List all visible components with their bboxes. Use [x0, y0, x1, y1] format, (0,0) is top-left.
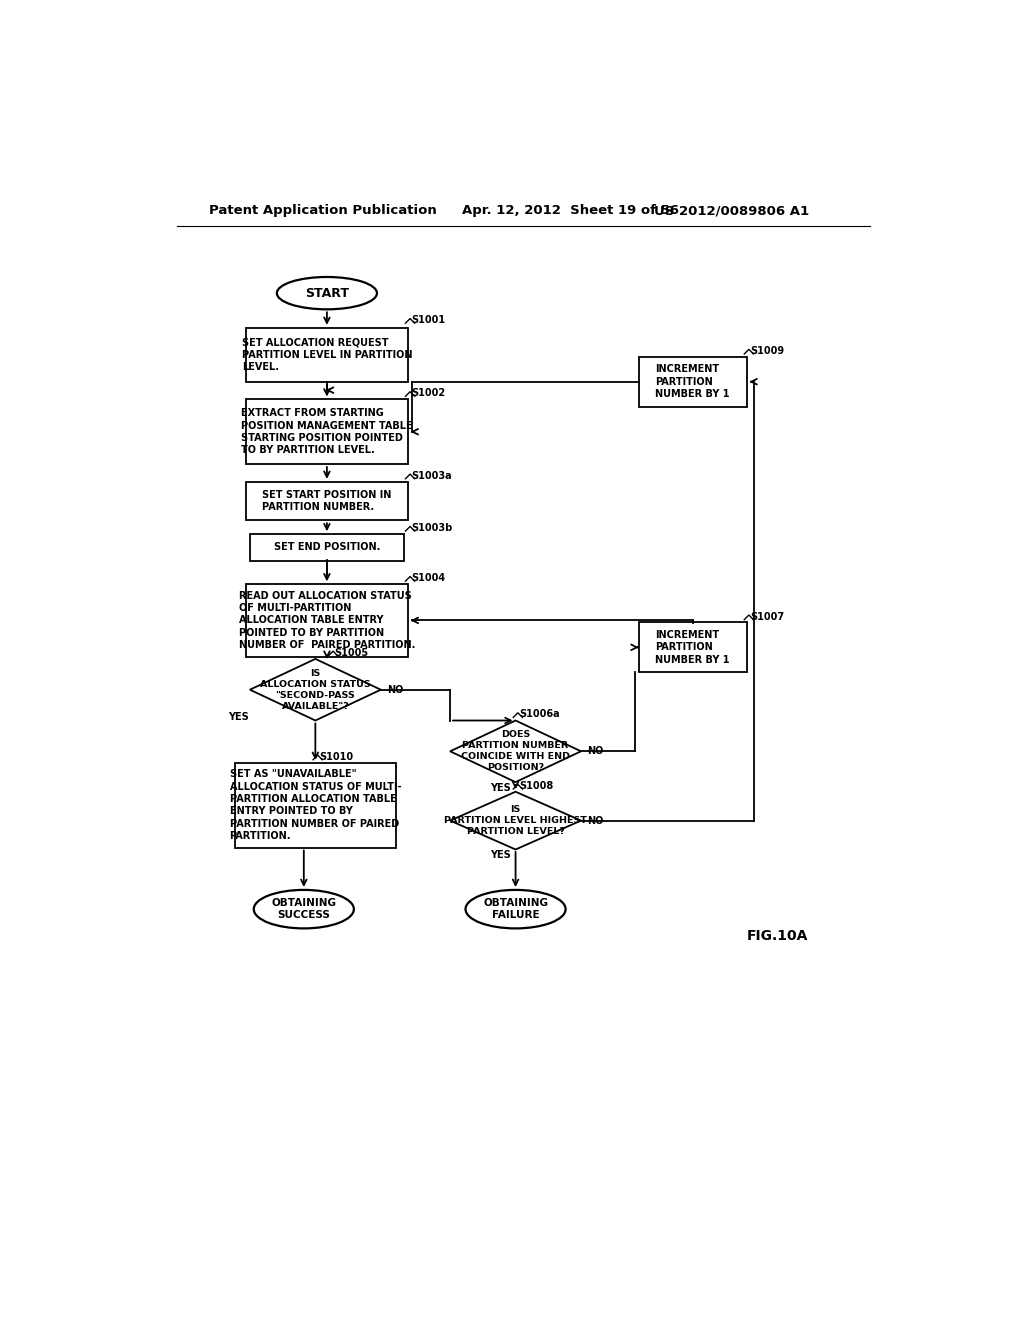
Polygon shape [451, 721, 581, 781]
Text: Apr. 12, 2012  Sheet 19 of 56: Apr. 12, 2012 Sheet 19 of 56 [462, 205, 679, 218]
FancyBboxPatch shape [234, 763, 396, 847]
Ellipse shape [466, 890, 565, 928]
Text: S1006a: S1006a [519, 709, 560, 719]
Text: US 2012/0089806 A1: US 2012/0089806 A1 [654, 205, 809, 218]
Text: S1002: S1002 [412, 388, 445, 399]
Text: START: START [305, 286, 349, 300]
FancyBboxPatch shape [639, 356, 746, 407]
Text: YES: YES [489, 783, 511, 793]
Text: S1003b: S1003b [412, 523, 453, 533]
Polygon shape [451, 792, 581, 850]
FancyBboxPatch shape [250, 533, 403, 561]
Text: FIG.10A: FIG.10A [746, 929, 808, 942]
Text: NO: NO [587, 746, 603, 756]
Text: NO: NO [587, 816, 603, 825]
Ellipse shape [276, 277, 377, 309]
Text: SET START POSITION IN
PARTITION NUMBER.: SET START POSITION IN PARTITION NUMBER. [262, 490, 391, 512]
FancyBboxPatch shape [246, 583, 408, 657]
Text: YES: YES [227, 711, 249, 722]
Text: INCREMENT
PARTITION
NUMBER BY 1: INCREMENT PARTITION NUMBER BY 1 [655, 364, 730, 399]
Text: INCREMENT
PARTITION
NUMBER BY 1: INCREMENT PARTITION NUMBER BY 1 [655, 630, 730, 665]
Text: S1003a: S1003a [412, 471, 453, 480]
Text: S1001: S1001 [412, 315, 445, 325]
Text: OBTAINING
SUCCESS: OBTAINING SUCCESS [271, 898, 336, 920]
Text: S1005: S1005 [335, 648, 369, 657]
Text: READ OUT ALLOCATION STATUS
OF MULTI-PARTITION
ALLOCATION TABLE ENTRY
POINTED TO : READ OUT ALLOCATION STATUS OF MULTI-PART… [239, 590, 415, 651]
Text: SET END POSITION.: SET END POSITION. [273, 543, 380, 552]
Text: SET AS "UNAVAILABLE"
ALLOCATION STATUS OF MULTI-
PARTITION ALLOCATION TABLE
ENTR: SET AS "UNAVAILABLE" ALLOCATION STATUS O… [229, 770, 401, 841]
Text: IS
PARTITION LEVEL HIGHEST
PARTITION LEVEL?: IS PARTITION LEVEL HIGHEST PARTITION LEV… [444, 805, 587, 836]
FancyBboxPatch shape [246, 482, 408, 520]
Text: S1004: S1004 [412, 573, 445, 583]
Polygon shape [250, 659, 381, 721]
Text: S1008: S1008 [519, 781, 554, 791]
Text: Patent Application Publication: Patent Application Publication [209, 205, 437, 218]
Text: EXTRACT FROM STARTING
POSITION MANAGEMENT TABLE
STARTING POSITION POINTED
TO BY : EXTRACT FROM STARTING POSITION MANAGEMEN… [241, 408, 413, 455]
Text: DOES
PARTITION NUMBER
COINCIDE WITH END
POSITION?: DOES PARTITION NUMBER COINCIDE WITH END … [461, 730, 570, 772]
Text: NO: NO [387, 685, 403, 694]
Text: S1007: S1007 [751, 611, 784, 622]
Text: SET ALLOCATION REQUEST
PARTITION LEVEL IN PARTITION
LEVEL.: SET ALLOCATION REQUEST PARTITION LEVEL I… [242, 338, 412, 372]
FancyBboxPatch shape [246, 327, 408, 381]
Text: IS
ALLOCATION STATUS
"SECOND-PASS
AVAILABLE"?: IS ALLOCATION STATUS "SECOND-PASS AVAILA… [260, 668, 371, 711]
FancyBboxPatch shape [639, 622, 746, 672]
Text: OBTAINING
FAILURE: OBTAINING FAILURE [483, 898, 548, 920]
Ellipse shape [254, 890, 354, 928]
FancyBboxPatch shape [246, 399, 408, 465]
Text: S1010: S1010 [319, 751, 353, 762]
Text: YES: YES [489, 850, 511, 861]
Text: S1009: S1009 [751, 346, 784, 356]
